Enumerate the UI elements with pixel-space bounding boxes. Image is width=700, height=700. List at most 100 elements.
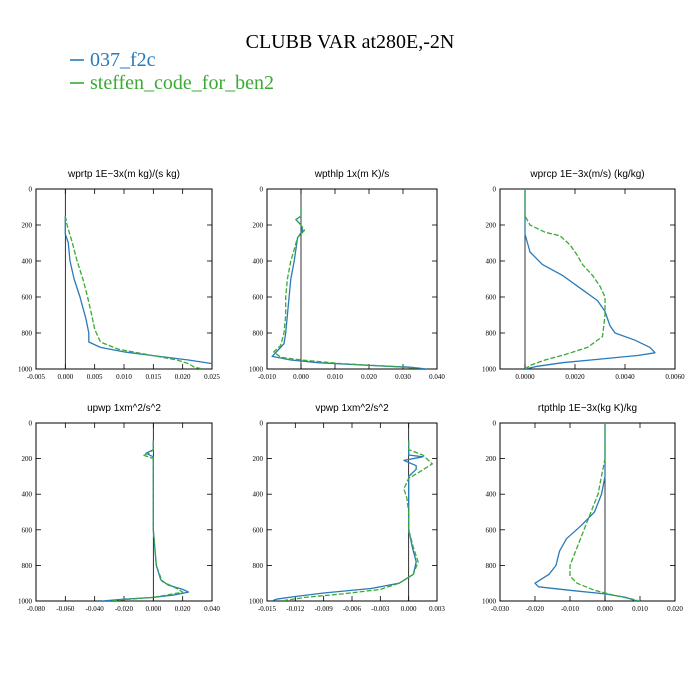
plot-frame	[499, 188, 676, 370]
panel: rtpthlp 1E−3x(kg K)/kg -0.030 -0.020 -0.010…	[482, 403, 683, 613]
y-tick-label: 600	[486, 294, 497, 302]
x-tick-label: -0.010	[258, 373, 277, 381]
x-tick-label: -0.040	[86, 605, 105, 613]
x-tick-label: 0.000	[293, 373, 309, 381]
y-tick-label: 800	[253, 562, 264, 570]
series-line-f2c	[64, 216, 212, 365]
x-tick-label: -0.015	[258, 605, 277, 613]
series-line-steffen	[64, 215, 204, 369]
x-tick-label: 0.000	[597, 605, 613, 613]
y-tick-label: 400	[253, 491, 264, 499]
plot-frame	[35, 422, 213, 602]
series-line-steffen	[273, 207, 417, 369]
x-tick-label: 0.040	[429, 373, 445, 381]
panel: vpwp 1xm^2/s^2 -0.015 -0.012 -0.009 -0.006 -0…	[249, 403, 445, 613]
plot-frame	[266, 422, 438, 602]
panel: wpthlp 1x(m K)/s -0.010 0.000 0.010 0.020 0.0…	[249, 169, 445, 381]
y-tick-label: 200	[486, 455, 497, 463]
y-tick-label: 200	[22, 222, 33, 230]
y-tick-label: 800	[253, 330, 264, 338]
x-tick-label: -0.010	[561, 605, 580, 613]
x-tick-label: 0.0040	[615, 373, 635, 381]
x-tick-label: 0.020	[361, 373, 377, 381]
y-tick-label: 800	[486, 562, 497, 570]
y-tick-label: 0	[260, 186, 264, 194]
x-tick-label: 0.040	[204, 605, 220, 613]
y-tick-label: 600	[486, 526, 497, 534]
x-tick-label: -0.060	[56, 605, 75, 613]
x-tick-label: -0.012	[286, 605, 305, 613]
y-tick-label: 800	[486, 330, 497, 338]
x-tick-label: -0.080	[27, 605, 46, 613]
plot-frame	[499, 422, 676, 602]
x-tick-label: -0.020	[115, 605, 134, 613]
figure-title: CLUBB VAR at280E,-2N	[246, 31, 455, 53]
x-tick-label: 0.020	[175, 373, 191, 381]
x-tick-label: 0.010	[116, 373, 132, 381]
legend-label: steffen_code_for_ben2	[90, 72, 274, 94]
x-tick-label: 0.010	[327, 373, 343, 381]
series-line-f2c	[271, 207, 427, 369]
y-tick-label: 400	[22, 491, 33, 499]
series-line-f2c	[534, 423, 637, 601]
y-tick-label: 1000	[249, 598, 264, 606]
x-tick-label: -0.009	[315, 605, 334, 613]
x-tick-label: 0.000	[401, 605, 417, 613]
plot-frame	[35, 188, 213, 370]
y-tick-label: 600	[22, 294, 33, 302]
x-tick-label: 0.0000	[515, 373, 535, 381]
y-tick-label: 1000	[18, 366, 33, 374]
panel-title: vpwp 1xm^2/s^2	[315, 403, 389, 414]
x-tick-label: 0.020	[667, 605, 683, 613]
y-tick-label: 1000	[482, 598, 497, 606]
y-tick-label: 1000	[18, 598, 33, 606]
x-tick-label: 0.025	[204, 373, 220, 381]
x-tick-label: 0.000	[57, 373, 73, 381]
y-tick-label: 600	[22, 526, 33, 534]
y-tick-label: 0	[29, 186, 33, 194]
x-tick-label: 0.020	[175, 605, 191, 613]
x-tick-label: -0.006	[343, 605, 362, 613]
y-tick-label: 200	[486, 222, 497, 230]
series-line-steffen	[281, 440, 433, 601]
y-tick-label: 200	[253, 222, 264, 230]
x-tick-label: 0.000	[145, 605, 161, 613]
plot-frame	[266, 188, 438, 370]
panel-title: wprtp 1E−3x(m kg)/(s kg)	[67, 169, 180, 180]
x-tick-label: 0.0020	[565, 373, 585, 381]
y-tick-label: 600	[253, 526, 264, 534]
y-tick-label: 0	[29, 420, 33, 428]
panel: wprcp 1E−3x(m/s) (kg/kg) 0.0000 0.0020 0.00…	[482, 169, 685, 381]
x-tick-label: -0.020	[526, 605, 545, 613]
y-tick-label: 200	[253, 455, 264, 463]
y-tick-label: 800	[22, 562, 33, 570]
series-line-f2c	[271, 440, 424, 601]
series-line-steffen	[569, 423, 641, 601]
legend-item: 037_f2c	[70, 49, 156, 71]
x-tick-label: 0.003	[429, 605, 445, 613]
panel-title: rtpthlp 1E−3x(kg K)/kg	[538, 403, 637, 414]
series-line-steffen	[112, 440, 184, 601]
y-tick-label: 0	[260, 420, 264, 428]
panel: upwp 1xm^2/s^2 -0.080 -0.060 -0.040 -0.020 0.…	[18, 403, 220, 613]
x-tick-label: 0.015	[145, 373, 161, 381]
y-tick-label: 400	[486, 491, 497, 499]
panel: wprtp 1E−3x(m kg)/(s kg) -0.005 0.000 0.005…	[18, 169, 220, 381]
x-tick-label: -0.005	[27, 373, 46, 381]
panel-title: upwp 1xm^2/s^2	[87, 403, 161, 414]
x-tick-label: 0.005	[87, 373, 103, 381]
y-tick-label: 0	[493, 420, 497, 428]
panels: wprtp 1E−3x(m kg)/(s kg) -0.005 0.000 0.005…	[18, 169, 685, 613]
x-tick-label: -0.030	[491, 605, 510, 613]
x-tick-label: 0.0060	[665, 373, 685, 381]
y-tick-label: 200	[22, 455, 33, 463]
x-tick-label: 0.010	[632, 605, 648, 613]
y-tick-label: 1000	[249, 366, 264, 374]
y-tick-label: 400	[22, 258, 33, 266]
series-line-steffen	[524, 189, 606, 369]
panel-title: wpthlp 1x(m K)/s	[314, 169, 389, 180]
panel-title: wprcp 1E−3x(m/s) (kg/kg)	[529, 169, 644, 180]
y-tick-label: 400	[253, 258, 264, 266]
